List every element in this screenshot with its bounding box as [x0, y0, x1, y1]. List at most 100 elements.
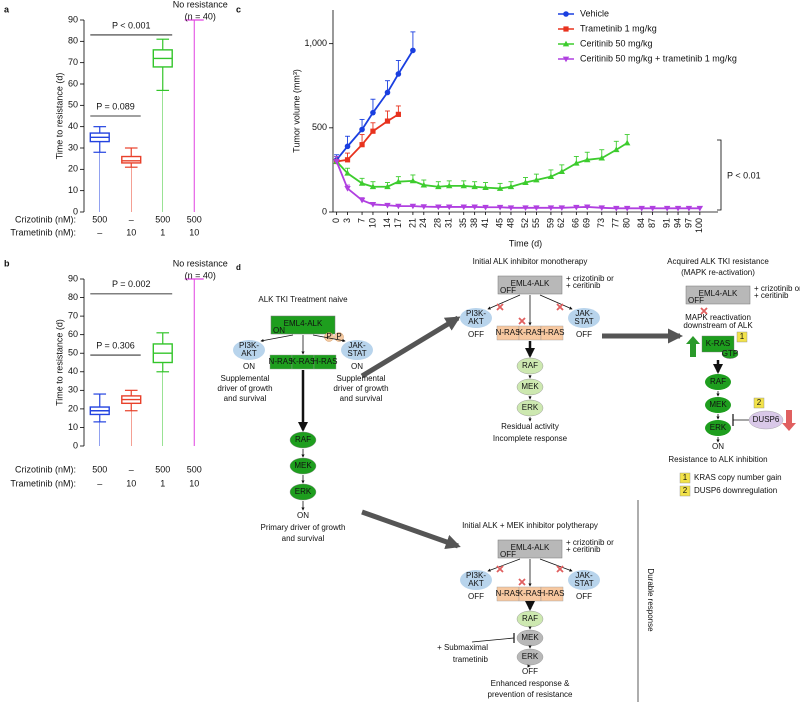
point — [370, 109, 376, 116]
point — [598, 205, 605, 211]
arm-note: and survival — [340, 394, 383, 403]
arm-node — [341, 340, 373, 360]
x-tick-label: 52 — [520, 218, 530, 228]
pathway-arrow — [260, 334, 294, 343]
arm-state: OFF — [468, 592, 484, 601]
alk-state: ON — [273, 326, 285, 335]
kras-box — [701, 335, 735, 353]
alk-box — [497, 539, 563, 559]
point — [522, 179, 529, 185]
panel-title: Initial ALK inhibitor monotherapy — [473, 257, 588, 266]
key-badge — [679, 472, 691, 484]
p-value: P = 0.002 — [112, 279, 151, 289]
inhibited-mark — [518, 578, 526, 586]
x-tick-label: 10 — [367, 218, 377, 228]
x-tick-label: 84 — [636, 218, 646, 228]
phospho-label: P — [326, 332, 331, 341]
point — [395, 178, 402, 185]
legend-label: Vehicle — [580, 8, 609, 18]
point — [446, 204, 453, 211]
key-marker: 1 — [683, 473, 688, 482]
point — [358, 180, 366, 186]
dusp6-node — [748, 410, 784, 430]
no-resistance-label: No resistance — [173, 258, 228, 268]
point — [369, 202, 377, 208]
x-tick-label: 48 — [505, 218, 515, 228]
cascade-label: MEK — [521, 633, 539, 642]
inhibited-mark — [556, 303, 564, 311]
outcome-state: ON — [297, 511, 309, 520]
x-tick-label: 17 — [393, 218, 403, 228]
panel-label: a — [4, 4, 10, 14]
pathway-arrow — [487, 558, 521, 572]
p-bracket — [717, 139, 722, 211]
x-tick-label: 14 — [382, 218, 392, 228]
cascade-label: RAF — [710, 377, 726, 386]
inhibited-mark — [700, 307, 708, 315]
point — [685, 205, 693, 212]
point — [384, 183, 391, 190]
x-tick-label: 73 — [596, 218, 606, 228]
cascade-node — [705, 374, 731, 390]
arm-note: and survival — [224, 394, 267, 403]
no-resistance-label: (n = 40) — [185, 270, 216, 280]
cascade-label: RAF — [295, 435, 311, 444]
point — [344, 143, 351, 150]
pathway-arrow — [487, 294, 521, 310]
cascade-label: RAF — [522, 614, 538, 623]
ras-label: K-RAS — [518, 328, 542, 337]
ras-label: N-RAS — [269, 357, 294, 366]
ras-box — [540, 325, 564, 341]
box — [121, 155, 142, 164]
point — [409, 177, 417, 184]
x-tick-label: 91 — [662, 218, 672, 228]
drug-label: + ceritinib — [566, 281, 601, 290]
x-tick-label: 55 — [531, 218, 541, 228]
point — [420, 204, 428, 210]
gtp — [721, 349, 739, 359]
p-value: P = 0.306 — [96, 340, 135, 350]
arm-note: driver of growth — [217, 384, 272, 393]
point — [333, 159, 340, 165]
drug-label: + ceritinib — [566, 545, 601, 554]
point — [344, 157, 351, 163]
bracket-label: Durable response — [646, 568, 655, 632]
arrow — [360, 315, 461, 379]
point — [395, 71, 402, 77]
no-resistance-label: (n = 40) — [185, 11, 216, 21]
series-line — [335, 49, 414, 161]
x-tick-label: 0 — [331, 218, 341, 223]
series-line — [335, 142, 628, 190]
ras-label: N-RAS — [496, 589, 521, 598]
row-label: Trametinib (nM): — [10, 478, 76, 488]
category-label: 500 — [155, 214, 170, 224]
arrow — [361, 509, 461, 550]
x-tick-label: 94 — [672, 218, 682, 228]
x-tick-label: 7 — [356, 218, 366, 223]
phospho-label: P — [336, 332, 341, 341]
point — [533, 205, 540, 211]
alk-box — [270, 315, 336, 335]
point — [623, 205, 631, 212]
outcome-label: Incomplete response — [493, 434, 568, 443]
arm-node — [460, 308, 492, 328]
row-label: Crizotinib (nM): — [15, 214, 76, 224]
panel-label: c — [236, 4, 241, 14]
badge — [736, 331, 748, 343]
inhibited-mark — [518, 317, 526, 325]
point — [573, 204, 580, 211]
ras-label: H-RAS — [540, 328, 565, 337]
point — [369, 183, 377, 190]
arm-label: STAT — [574, 579, 593, 588]
inhibitor-label: trametinib — [453, 655, 489, 664]
inhibited-mark — [496, 565, 504, 573]
ras-box — [313, 354, 337, 370]
x-tick-label: 3 — [342, 218, 352, 223]
cascade-node — [516, 399, 544, 417]
point — [649, 205, 656, 212]
x-tick-label: 87 — [647, 218, 657, 228]
arm-label: AKT — [468, 317, 484, 326]
ras-box — [540, 586, 564, 602]
x-tick-label: 41 — [480, 218, 490, 228]
y-tick-label: 70 — [68, 57, 78, 67]
